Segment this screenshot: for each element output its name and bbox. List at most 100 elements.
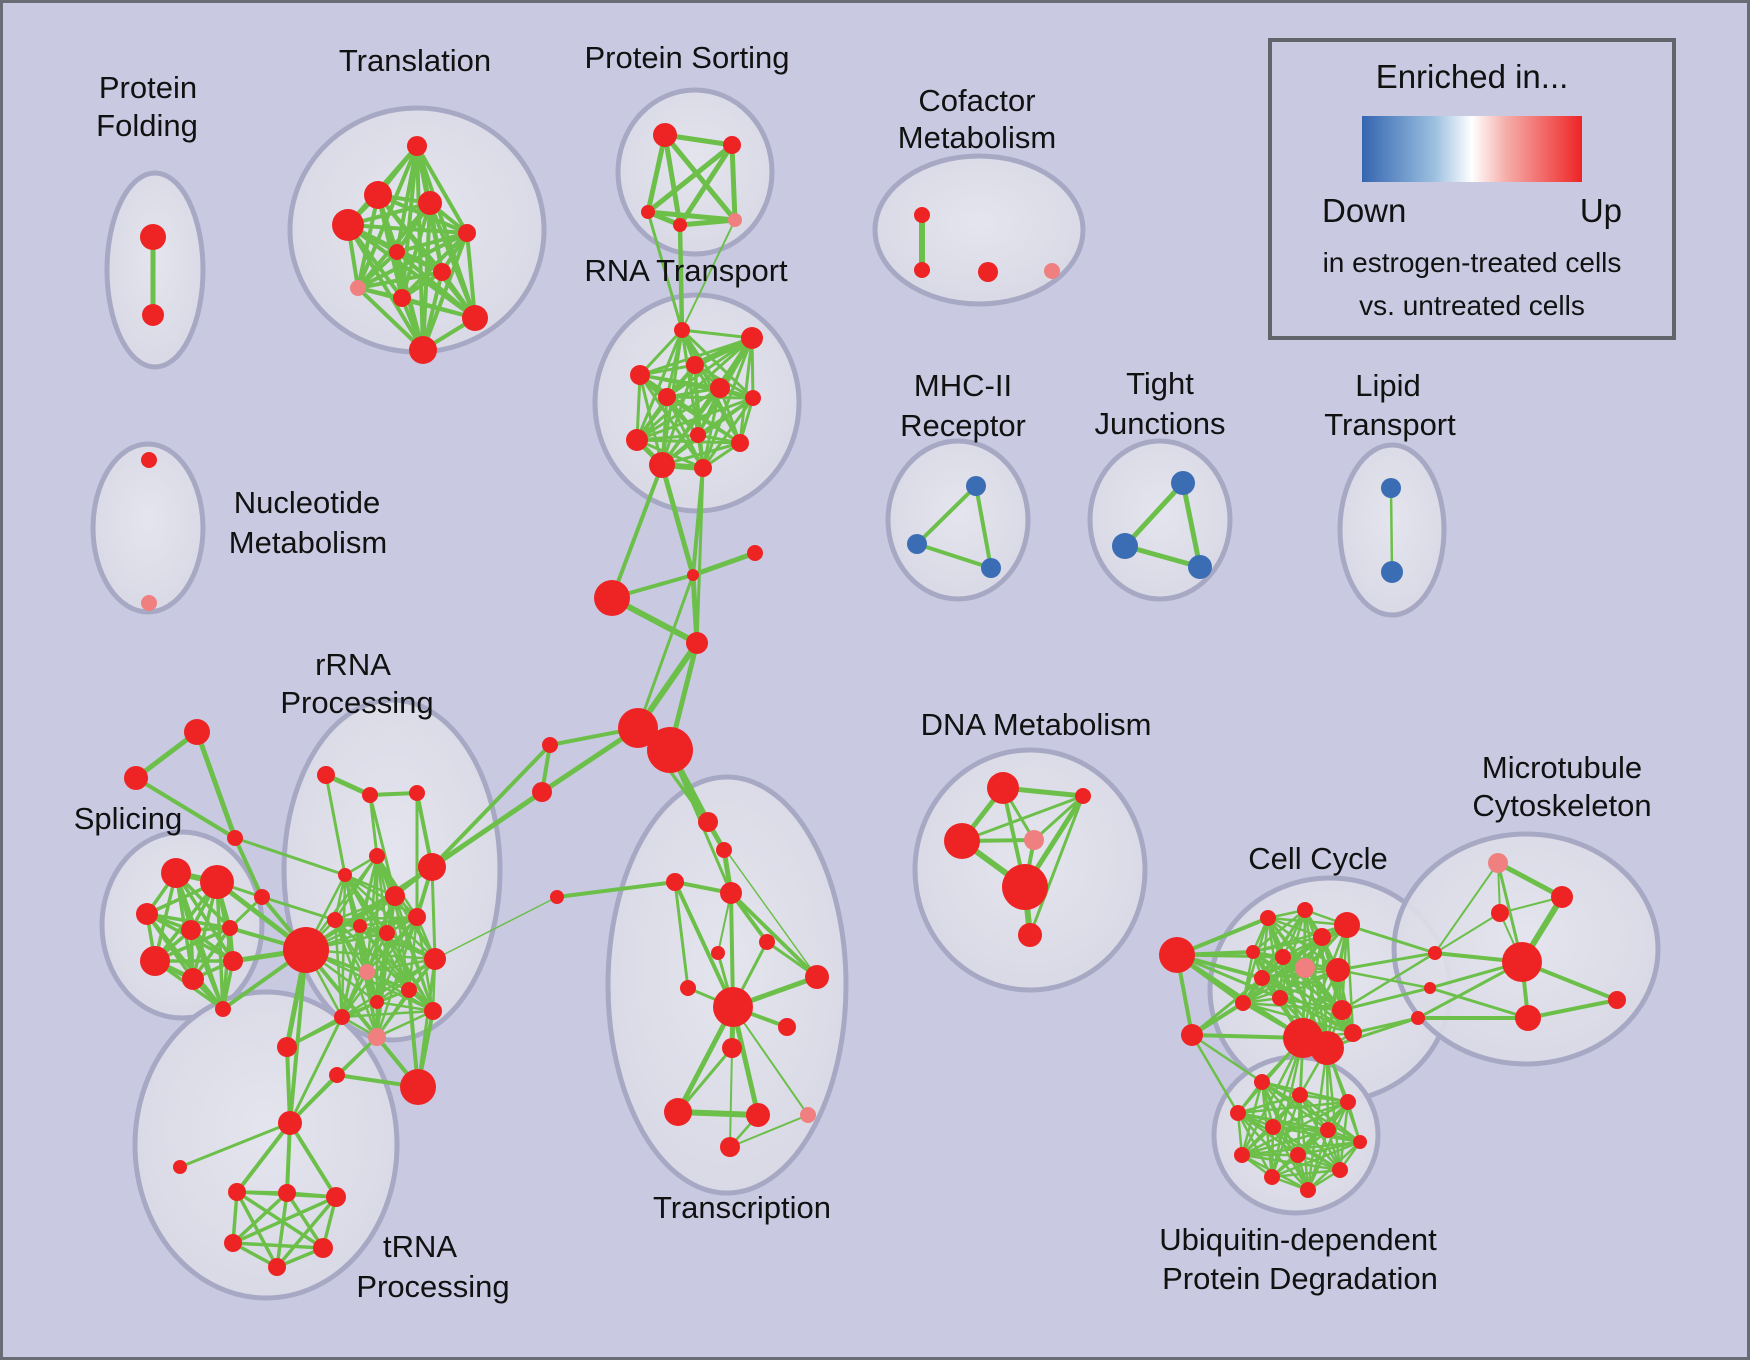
node-ps1	[653, 123, 677, 147]
cluster-label-protein-folding-2: Folding	[96, 108, 198, 143]
cluster-label-cofactor-metabolism-2: Metabolism	[898, 120, 1057, 155]
node-rr7	[327, 912, 343, 928]
edge-cc0b-ub4	[1190, 1033, 1240, 1115]
node-ub12	[1300, 1182, 1316, 1198]
edge-sp_c-rr5	[233, 836, 347, 877]
edge-cc11-cc13	[1278, 996, 1355, 1035]
edge-mj2-mt4	[1428, 986, 1530, 1020]
node-tc12	[800, 1107, 816, 1123]
node-ub2	[1292, 1087, 1308, 1103]
node-ch2	[687, 569, 699, 581]
node-mt2	[1491, 904, 1509, 922]
edge-tj1-tj3	[1180, 480, 1203, 570]
node-cc4	[1313, 928, 1331, 946]
node-sp3	[136, 903, 158, 925]
edge-mt4-mt5	[1526, 998, 1619, 1020]
edge-rt6-rt11	[660, 386, 722, 467]
node-tc11	[746, 1103, 770, 1127]
node-tc2	[720, 882, 742, 904]
edge-ps4-rt1	[677, 222, 685, 333]
edge-cc3-mj1	[1345, 923, 1437, 955]
node-mh1	[966, 476, 986, 496]
node-tl4	[332, 209, 364, 241]
node-mh2	[907, 534, 927, 554]
edge-ps1-ps3	[645, 132, 668, 215]
edge-rt8-rt12	[635, 438, 705, 470]
node-mt5	[1608, 991, 1626, 1009]
edge-ps2-ps4	[677, 142, 735, 228]
edge-mh2-mh3	[915, 542, 993, 570]
edge-rt7-rt12	[701, 396, 755, 470]
edge-tj1-tj2	[1122, 480, 1186, 549]
cluster-label-protein-folding-1: Protein	[99, 70, 197, 105]
edge-tc7-tc12	[732, 1006, 809, 1116]
node-dm6	[1018, 923, 1042, 947]
edge-ub5-ub12	[1271, 1125, 1310, 1192]
edge-cc8-cc12	[1260, 976, 1344, 1012]
edge-tl6-tl10	[395, 250, 477, 320]
node-rr11	[359, 964, 375, 980]
node-tc10	[664, 1098, 692, 1126]
node-mh3	[981, 558, 1001, 578]
node-rr2	[362, 787, 378, 803]
node-sp5	[222, 920, 238, 936]
node-dm4	[1024, 830, 1044, 850]
edge-tl5-tl6	[395, 231, 469, 254]
node-rr14	[418, 853, 446, 881]
edge-rr17-rr18	[340, 1009, 435, 1019]
edge-tc1-tc7	[673, 880, 735, 1009]
node-tc13	[720, 1137, 740, 1157]
edge-ps3-ps5	[645, 209, 738, 223]
edge-ch2-hb1	[636, 573, 695, 730]
node-cc8	[1254, 970, 1270, 986]
cluster-label-rrna-processing-1: rRNA	[315, 647, 391, 682]
cluster-label-translation: Translation	[339, 43, 491, 78]
edge-rt6-rt8	[635, 386, 722, 442]
edge-ub6-ub8	[1240, 1128, 1330, 1157]
edge-ch1-ch2	[690, 550, 758, 578]
legend-down-label: Down	[1322, 192, 1407, 229]
node-tn6	[268, 1258, 286, 1276]
edge-dm2-dm4	[1032, 794, 1085, 842]
edge-ps5-rt1	[681, 219, 736, 331]
node-cc15	[1310, 1031, 1344, 1065]
edge-rr16-rr18	[375, 1000, 435, 1013]
node-tn5	[313, 1238, 333, 1258]
cluster-label-nucleotide-metabolism-2: Metabolism	[229, 525, 388, 560]
node-tj2	[1112, 533, 1138, 559]
node-cc0b	[1181, 1024, 1203, 1046]
node-tl2	[364, 181, 392, 209]
cluster-ellipse-ubiquitin-degradation	[1211, 1054, 1381, 1216]
node-rt9	[690, 427, 706, 443]
cluster-ellipse-tight-junctions	[1087, 438, 1233, 602]
node-mt3	[1502, 942, 1542, 982]
cluster-label-trna-processing-1: tRNA	[383, 1229, 457, 1264]
node-rt1	[674, 322, 690, 338]
edge-rr20-rr12	[416, 957, 437, 1089]
cluster-label-trna-processing-2: Processing	[356, 1269, 509, 1304]
node-lp2	[1381, 561, 1403, 583]
cluster-label-splicing: Splicing	[74, 801, 183, 836]
edge-lb3-tc1	[555, 880, 677, 899]
node-tn2	[278, 1184, 296, 1202]
node-ub10	[1332, 1162, 1348, 1178]
node-mj2	[1424, 982, 1436, 994]
node-rr1	[317, 766, 335, 784]
edge-ub7-ub11	[1270, 1140, 1362, 1179]
node-rr13	[283, 927, 329, 973]
node-rr20	[400, 1069, 436, 1105]
cluster-label-protein-sorting: Protein Sorting	[584, 40, 789, 75]
edge-rt1-rt7	[680, 328, 755, 400]
edge-tl3-tl10	[428, 201, 477, 320]
edge-tn3-tn4	[231, 1195, 338, 1245]
edge-rt11-ch3	[610, 463, 664, 600]
node-rt6	[710, 378, 730, 398]
node-cc13	[1344, 1024, 1362, 1042]
edge-rt2-rt10	[738, 336, 754, 445]
node-cc1	[1260, 910, 1276, 926]
edge-rr11-rr17	[340, 970, 369, 1019]
node-tl11	[409, 336, 437, 364]
node-sp1	[161, 858, 191, 888]
edge-ps2-ps3	[645, 142, 735, 215]
